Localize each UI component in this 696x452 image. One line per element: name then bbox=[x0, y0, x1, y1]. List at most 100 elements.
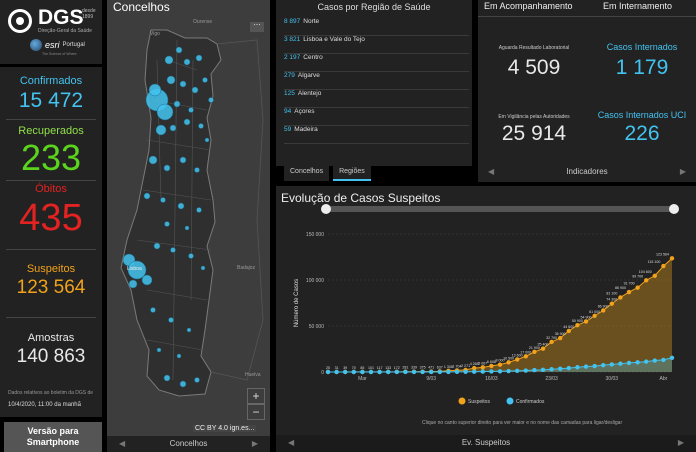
legend-label: Suspeitos bbox=[468, 399, 490, 405]
divider bbox=[6, 119, 96, 120]
data-point-suspeitos bbox=[540, 346, 546, 351]
data-point-suspeitos bbox=[592, 313, 597, 319]
region-row[interactable]: 2 197 Centro bbox=[284, 54, 469, 72]
data-label: 85 bbox=[360, 366, 364, 370]
map-attribution[interactable]: CC BY 4.0 ign.es... bbox=[193, 425, 257, 432]
partner-name: esri bbox=[45, 40, 60, 50]
x-tick-label: Mar bbox=[358, 376, 367, 382]
data-point-suspeitos bbox=[566, 328, 571, 334]
regions-title: Casos por Região de Saúde bbox=[317, 2, 431, 12]
data-point-suspeitos bbox=[489, 363, 494, 369]
prev-arrow-icon[interactable]: ◀ bbox=[288, 438, 295, 447]
indicators-panel: Em Acompanhamento Em Internamento Aguard… bbox=[478, 0, 696, 166]
footnote: Dados relativos ao boletim da DGS de bbox=[8, 390, 94, 396]
data-point-suspeitos bbox=[618, 295, 623, 300]
data-point-suspeitos bbox=[583, 319, 589, 324]
region-row[interactable]: 8 897 Norte bbox=[284, 18, 469, 36]
data-point-suspeitos bbox=[532, 349, 537, 355]
case-bubbles bbox=[122, 46, 214, 388]
divider bbox=[6, 317, 96, 318]
smartphone-version-button[interactable]: Versão para Smartphone bbox=[4, 422, 102, 452]
x-tick-label: 23/03 bbox=[545, 376, 558, 382]
deaths-label: Óbitos bbox=[35, 183, 67, 195]
data-point-confirmados bbox=[377, 369, 382, 375]
data-label: 8 000 bbox=[496, 359, 505, 363]
data-label: 375 bbox=[420, 366, 426, 370]
map-label-lisbon: Lisboa bbox=[127, 266, 142, 272]
divider bbox=[6, 180, 96, 181]
hospitalised-label: Casos Internados bbox=[606, 42, 678, 52]
data-point-confirmados bbox=[540, 367, 546, 373]
indicators-footer-label: Indicadores bbox=[566, 167, 608, 176]
tab-regioes[interactable]: Regiões bbox=[333, 166, 371, 181]
data-point-confirmados bbox=[644, 359, 649, 364]
tab-concelhos[interactable]: Concelhos bbox=[284, 166, 330, 181]
time-slider-handle[interactable] bbox=[669, 204, 679, 214]
data-point-confirmados bbox=[609, 362, 614, 367]
y-tick-label: 100 000 bbox=[306, 278, 324, 284]
data-point-suspeitos bbox=[644, 278, 649, 283]
data-label: 281 bbox=[402, 366, 408, 370]
evolution-chart[interactable]: 0 50 000 100 000 150 000 Número de Casos Mar 9… bbox=[276, 204, 696, 436]
deaths-value: 435 bbox=[19, 197, 83, 239]
x-tick-label: Abr bbox=[660, 376, 668, 382]
data-label: 117 bbox=[377, 366, 383, 370]
data-label: 104 600 bbox=[639, 270, 652, 274]
data-label: 339 bbox=[411, 366, 417, 370]
data-point-suspeitos bbox=[575, 322, 580, 328]
data-point-confirmados bbox=[592, 363, 597, 369]
data-label: 74 300 bbox=[606, 298, 617, 302]
data-label: 1 704 bbox=[453, 364, 462, 368]
evolution-title: Evolução de Casos Suspeitos bbox=[281, 191, 441, 205]
logo-panel: DGS desde 1899 Direção-Geral da Saúde es… bbox=[0, 0, 102, 64]
next-arrow-icon[interactable]: ▶ bbox=[251, 439, 258, 448]
region-row[interactable]: 59 Madeira bbox=[284, 126, 469, 144]
region-row[interactable]: 125 Alentejo bbox=[284, 90, 469, 108]
data-point-confirmados bbox=[463, 369, 468, 374]
data-point-confirmados bbox=[437, 369, 442, 375]
data-point-confirmados bbox=[334, 369, 339, 375]
data-label: 70 bbox=[352, 366, 356, 370]
data-point-confirmados bbox=[386, 369, 391, 375]
data-point-confirmados bbox=[325, 369, 331, 375]
data-label: 25 400 bbox=[538, 343, 549, 347]
region-row[interactable]: 94 Açores bbox=[284, 108, 469, 126]
map-panel[interactable]: Concelhos ⋯ Vigo Ourense Lisboa Badajoz … bbox=[107, 0, 270, 452]
data-label: 86 900 bbox=[615, 286, 626, 290]
data-point-confirmados bbox=[497, 369, 503, 374]
map-title: Concelhos bbox=[113, 0, 170, 14]
data-label: 13 600 bbox=[512, 353, 523, 357]
brand-name: DGS bbox=[38, 6, 84, 29]
data-label: 17 000 bbox=[520, 350, 531, 354]
next-arrow-icon[interactable]: ▶ bbox=[679, 167, 686, 176]
map-menu-button[interactable]: ⋯ bbox=[250, 22, 264, 32]
prev-arrow-icon[interactable]: ◀ bbox=[119, 439, 126, 448]
zoom-in-button[interactable]: + bbox=[247, 388, 265, 404]
data-label: 54 900 bbox=[581, 315, 592, 319]
data-point-confirmados bbox=[575, 365, 580, 370]
samples-label: Amostras bbox=[27, 332, 75, 344]
brand-subtitle: Direção-Geral da Saúde bbox=[38, 28, 92, 34]
prev-arrow-icon[interactable]: ◀ bbox=[488, 167, 495, 176]
data-point-confirmados bbox=[669, 355, 675, 360]
region-row[interactable]: 3 821 Lisboa e Vale do Tejo bbox=[284, 36, 469, 54]
data-point-confirmados bbox=[506, 368, 511, 374]
data-label: 10 500 bbox=[503, 356, 514, 360]
y-tick-label: 50 000 bbox=[309, 324, 325, 330]
indicators-head-left: Em Acompanhamento bbox=[484, 1, 573, 11]
data-label: 61 000 bbox=[589, 310, 600, 314]
zoom-out-button[interactable]: − bbox=[247, 404, 265, 420]
time-slider-handle[interactable] bbox=[321, 204, 331, 214]
data-point-confirmados bbox=[549, 367, 554, 372]
next-arrow-icon[interactable]: ▶ bbox=[677, 438, 684, 447]
data-point-confirmados bbox=[489, 369, 494, 374]
data-point-suspeitos bbox=[601, 308, 606, 313]
icu-value: 226 bbox=[624, 122, 660, 145]
region-row[interactable]: 279 Algarve bbox=[284, 72, 469, 90]
recovered-label: Recuperados bbox=[18, 125, 84, 137]
data-point-suspeitos bbox=[669, 256, 675, 261]
portugal-map[interactable] bbox=[107, 0, 270, 436]
data-label: 101 bbox=[368, 366, 374, 370]
data-point-confirmados bbox=[558, 366, 563, 371]
vigilance-value: 25 914 bbox=[501, 122, 567, 145]
